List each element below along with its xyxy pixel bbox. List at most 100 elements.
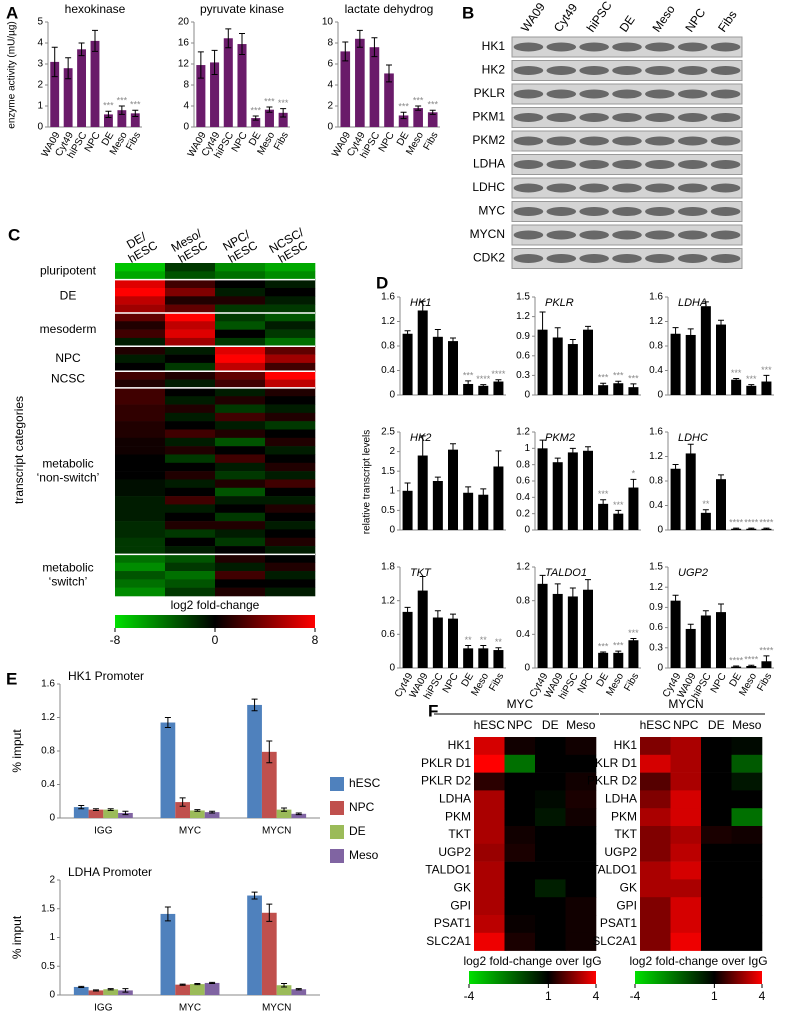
legend-swatch bbox=[330, 777, 344, 791]
heatmap-cell bbox=[115, 546, 166, 555]
y-tick-label: 0.8 bbox=[516, 595, 530, 606]
bar bbox=[700, 615, 711, 668]
error-bar bbox=[281, 807, 288, 812]
heatmap-cell bbox=[265, 429, 316, 439]
y-tick-label: 1.2 bbox=[516, 311, 530, 322]
row-label: GK bbox=[454, 880, 471, 894]
blot-band bbox=[546, 66, 577, 75]
bar bbox=[417, 310, 428, 395]
row-label: TKT bbox=[614, 827, 637, 841]
y-tick-label: 0.4 bbox=[381, 365, 395, 376]
significance: *** bbox=[613, 500, 624, 510]
heatmap-cell bbox=[115, 329, 166, 339]
blot-band bbox=[710, 66, 741, 75]
blot-band bbox=[677, 66, 708, 75]
error-bar bbox=[252, 115, 259, 121]
heatmap-cell bbox=[165, 504, 216, 514]
heatmap-cell bbox=[670, 932, 702, 951]
bar bbox=[398, 115, 409, 127]
bar bbox=[613, 513, 624, 530]
heatmap-cell bbox=[565, 826, 597, 845]
error-bar bbox=[687, 443, 694, 464]
protein-label: PKM2 bbox=[472, 133, 505, 147]
heatmap-cell bbox=[535, 826, 566, 845]
error-bar bbox=[702, 509, 709, 517]
blot-band bbox=[546, 183, 577, 193]
blot-band bbox=[612, 230, 642, 240]
error-bar bbox=[585, 325, 591, 334]
blot-band bbox=[546, 113, 577, 122]
heatmap-cell bbox=[670, 737, 702, 756]
error-bar bbox=[65, 57, 72, 80]
chart-title: LDHC bbox=[678, 432, 708, 444]
bar bbox=[628, 387, 639, 395]
bar bbox=[117, 110, 127, 127]
column-label: hESC bbox=[474, 718, 506, 732]
heatmap-cell bbox=[535, 737, 566, 756]
blot-band bbox=[513, 89, 544, 99]
heatmap-cell bbox=[115, 504, 166, 514]
y-tick-label: 4 bbox=[327, 80, 333, 91]
error-bar bbox=[718, 474, 724, 484]
heatmap-cell bbox=[215, 337, 266, 347]
bar bbox=[103, 114, 113, 127]
y-tick-label: 0 bbox=[524, 525, 530, 536]
heatmap-cell bbox=[115, 446, 166, 455]
heatmap-cell bbox=[115, 479, 166, 489]
heatmap-cell bbox=[640, 754, 671, 773]
heatmap-cell bbox=[215, 579, 266, 588]
bar bbox=[247, 704, 262, 818]
y-tick-label: 0.3 bbox=[516, 370, 530, 381]
blot-band bbox=[645, 207, 675, 216]
row-label: PKM bbox=[611, 809, 637, 823]
heatmap-cell bbox=[115, 346, 166, 355]
lane-label: WA09 bbox=[518, 0, 548, 35]
heatmap-cell bbox=[215, 396, 266, 405]
error-bar bbox=[539, 439, 546, 457]
bar bbox=[432, 336, 443, 395]
heatmap-cell bbox=[474, 932, 505, 951]
bar bbox=[50, 61, 60, 127]
heatmap-cell bbox=[731, 808, 763, 827]
error-bar bbox=[495, 647, 502, 653]
y-tick-label: 0 bbox=[389, 525, 395, 536]
lane-label: Cyt49 bbox=[551, 1, 581, 35]
column-label: Meso bbox=[732, 718, 762, 732]
heatmap-cell bbox=[115, 437, 166, 447]
heatmap-cell bbox=[504, 826, 536, 845]
column-header: NCSC/hESC bbox=[267, 225, 311, 266]
significance: *** bbox=[746, 374, 757, 384]
heatmap-cell bbox=[265, 346, 316, 355]
y-tick-label: 1.5 bbox=[516, 292, 530, 303]
heatmap-cell bbox=[504, 843, 536, 862]
row-label: TALDO1 bbox=[425, 863, 471, 877]
row-label: PSAT1 bbox=[600, 916, 637, 930]
y-tick-label: 0 bbox=[327, 122, 333, 133]
error-bar bbox=[748, 664, 755, 668]
row-group-label: NCSC bbox=[51, 372, 85, 386]
y-tick-label: 0.8 bbox=[381, 341, 395, 352]
blot-band bbox=[546, 89, 577, 99]
heatmap-cell bbox=[265, 571, 316, 580]
y-tick-label: 1.6 bbox=[381, 292, 395, 303]
bar bbox=[103, 989, 119, 995]
error-bar bbox=[107, 988, 114, 991]
bar bbox=[448, 618, 458, 668]
error-bar bbox=[615, 650, 622, 656]
error-bar bbox=[122, 810, 129, 816]
lane-label: Fibs bbox=[715, 8, 739, 35]
heatmap-cell bbox=[115, 312, 166, 322]
heatmap-cell bbox=[115, 304, 166, 314]
error-bar bbox=[585, 446, 591, 456]
bar bbox=[716, 324, 726, 395]
heatmap-cell bbox=[215, 296, 266, 305]
blot-band bbox=[612, 66, 642, 75]
bar bbox=[88, 990, 104, 995]
y-tick-label: 1 bbox=[37, 101, 43, 112]
error-bar bbox=[434, 476, 441, 486]
y-tick-label: 0.5 bbox=[381, 505, 395, 516]
y-tick-label: 0.6 bbox=[516, 350, 530, 361]
heatmap-cell bbox=[115, 429, 166, 439]
error-bar bbox=[539, 574, 546, 593]
bar bbox=[402, 611, 413, 668]
